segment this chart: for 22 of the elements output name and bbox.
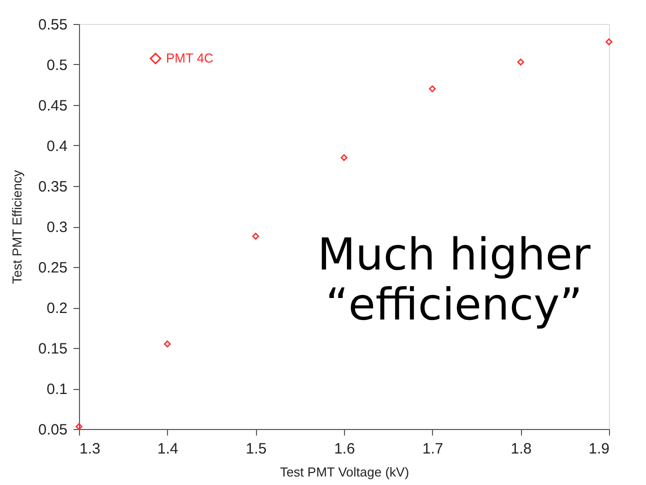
x-tick-label: 1.6 [334,440,355,458]
x-tick-label: 1.4 [157,440,178,458]
x-tick-label: 1.7 [422,440,444,458]
legend-label: PMT 4C [166,50,214,66]
y-tick-label: 0.1 [46,381,68,398]
y-tick-label: 0.4 [46,138,68,155]
annotation: Much higher “efficiency” [317,230,592,331]
x-tick-label: 1.3 [80,440,100,458]
x-tick-label: 1.9 [588,440,610,458]
y-tick-label: 0.5 [46,57,68,74]
y-tick-label: 0.2 [46,300,68,317]
y-tick-label: 0.55 [38,16,68,34]
y-tick-label: 0.25 [38,260,68,276]
x-axis-title: Test PMT Voltage (kV) [280,464,410,480]
y-tick-label: 0.35 [38,178,68,196]
x-tick-label: 1.8 [510,440,532,458]
y-axis-title: Test PMT Efficiency [9,170,24,284]
y-tick-label: 0.3 [46,219,68,236]
x-tick-label: 1.5 [246,440,267,458]
y-tick-label: 0.15 [38,340,68,358]
y-tick-label: 0.05 [38,422,68,438]
y-tick-label: 0.45 [38,98,68,114]
